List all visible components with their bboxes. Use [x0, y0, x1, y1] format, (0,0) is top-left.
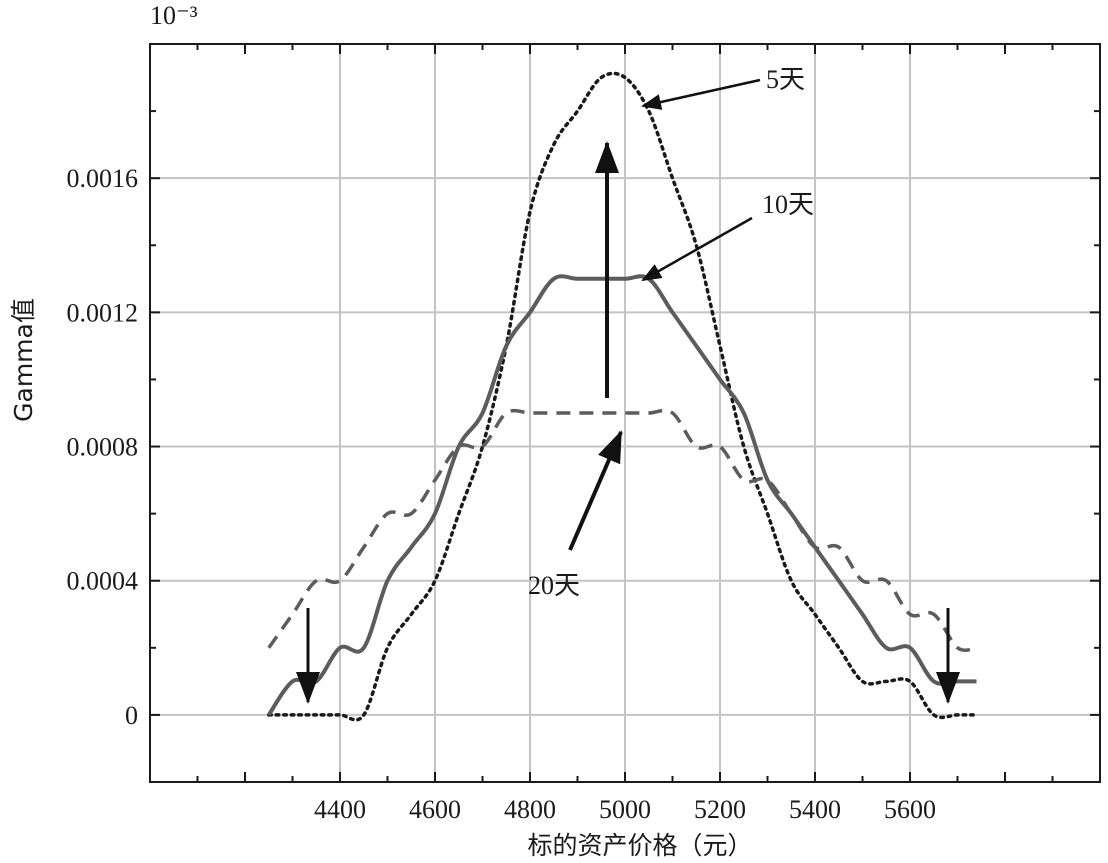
annotation-5-day: 5天 [766, 65, 805, 94]
arrow-10-day [641, 216, 753, 282]
y-tick-label: 0.0012 [67, 298, 139, 327]
x-axis-title: 标的资产价格（元） [527, 831, 752, 860]
y-tick-label: 0.0008 [67, 433, 139, 462]
arrow-5-day [641, 78, 761, 110]
series-line-2 [267, 274, 977, 717]
tick-marks [150, 44, 1100, 783]
annotation-10-day: 10天 [762, 190, 814, 219]
x-tick-label: 4400 [314, 795, 366, 824]
y-exponent-label: 10⁻³ [150, 1, 198, 30]
x-tick-label: 5600 [884, 795, 936, 824]
x-tick-labels: 4400 4600 4800 5000 5200 5400 5600 [314, 795, 936, 824]
annotation-20-day: 20天 [528, 571, 580, 600]
series-layer [267, 71, 979, 722]
y-tick-label: 0 [125, 701, 138, 730]
y-tick-label: 0.0016 [67, 164, 139, 193]
x-tick-label: 5200 [694, 795, 746, 824]
y-tick-label: 0.0004 [67, 567, 139, 596]
arrow-20-day [568, 430, 623, 551]
series-line-3 [267, 408, 977, 653]
x-tick-label: 4600 [409, 795, 461, 824]
x-tick-label: 5000 [599, 795, 651, 824]
y-axis-title: Gamma值 [9, 298, 38, 422]
y-tick-labels: 0 0.0004 0.0008 0.0012 0.0016 [67, 164, 139, 730]
series-line-1 [267, 71, 979, 722]
x-tick-label: 4800 [504, 795, 556, 824]
grid-lines [150, 44, 1100, 782]
x-tick-label: 5400 [789, 795, 841, 824]
